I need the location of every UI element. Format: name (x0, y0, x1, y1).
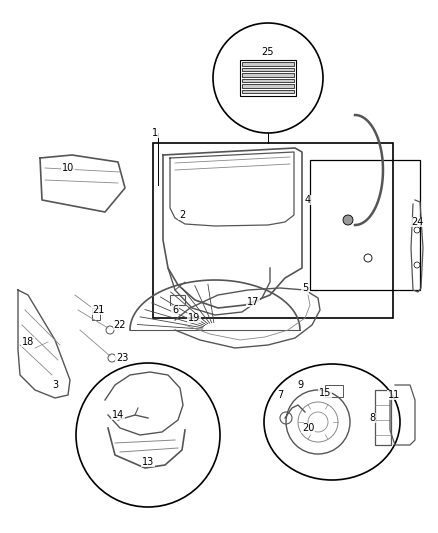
Bar (242, 68, 294, 71)
Bar (153, 143, 393, 318)
Text: 10: 10 (62, 163, 74, 173)
Text: 25: 25 (262, 47, 274, 57)
Circle shape (343, 215, 353, 225)
Bar (325, 385, 343, 397)
Bar (242, 73, 294, 77)
Text: 13: 13 (142, 457, 154, 467)
Text: 14: 14 (112, 410, 124, 420)
Bar (242, 78, 294, 82)
Text: 17: 17 (247, 297, 259, 307)
Bar (240, 60, 296, 96)
Text: 11: 11 (388, 390, 400, 400)
Text: 1: 1 (152, 128, 158, 138)
Text: 21: 21 (92, 305, 104, 315)
Bar (92, 308, 100, 320)
Bar (375, 390, 391, 445)
Text: 24: 24 (411, 217, 423, 227)
Text: 9: 9 (297, 380, 303, 390)
Text: 19: 19 (188, 313, 200, 323)
Text: 3: 3 (52, 380, 58, 390)
Bar (170, 295, 185, 305)
Text: 18: 18 (22, 337, 34, 347)
Text: 2: 2 (179, 210, 185, 220)
Bar (242, 84, 294, 87)
Text: 15: 15 (319, 388, 331, 398)
Text: 6: 6 (172, 305, 178, 315)
Bar (242, 62, 294, 66)
Text: 7: 7 (277, 390, 283, 400)
Text: 20: 20 (302, 423, 314, 433)
Text: 4: 4 (305, 195, 311, 205)
Text: 23: 23 (116, 353, 128, 363)
Text: 22: 22 (114, 320, 126, 330)
Bar (310, 160, 420, 290)
Text: 8: 8 (369, 413, 375, 423)
Text: 5: 5 (302, 283, 308, 293)
Bar (242, 90, 294, 93)
